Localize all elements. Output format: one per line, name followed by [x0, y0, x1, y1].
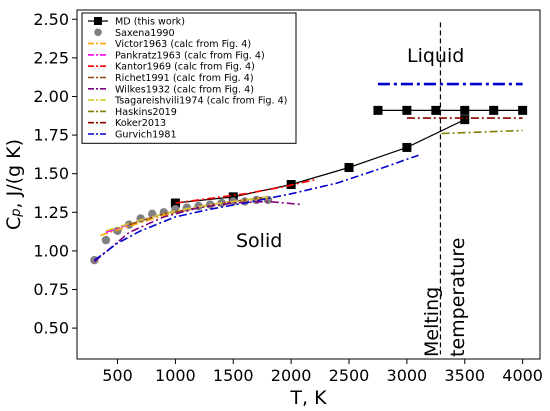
legend-label-victor1963: Victor1963 (calc from Fig. 4): [115, 39, 251, 50]
marker-md-1: [228, 192, 238, 202]
line-haskins2019: [441, 129, 523, 135]
x-tick-label-1000: 1000: [155, 366, 196, 385]
legend-label-koker2013: Koker2013: [115, 118, 166, 129]
x-tick-label-4000: 4000: [502, 366, 543, 385]
legend-label-richet1991: Richet1991 (calc from Fig. 4): [115, 73, 254, 84]
marker-md-3: [344, 163, 354, 173]
x-tick-label-3000: 3000: [387, 366, 428, 385]
legend-box: [81, 12, 297, 144]
y-tick-label-0: 0.50: [33, 319, 69, 338]
marker-unnamed-2: [431, 105, 441, 115]
x-tick-label-2500: 2500: [329, 366, 370, 385]
legend-swatch-saxena1990: [94, 28, 102, 37]
y-tick-label-3: 1.25: [33, 203, 69, 222]
marker-md-4: [402, 142, 412, 152]
annotation-melting: Melting: [421, 287, 443, 357]
annotation-temperature: temperature: [447, 238, 469, 357]
marker-unnamed-3: [460, 105, 470, 115]
line-gurvich1981: [93, 154, 419, 261]
marker-saxena1990-1: [101, 235, 111, 245]
marker-unnamed-5: [518, 105, 528, 115]
y-axis-title-main: C: [3, 217, 25, 230]
y-axis-title-units: , J/(g K): [3, 139, 25, 208]
y-tick-label-7: 2.25: [33, 48, 69, 67]
legend-label-saxena1990: Saxena1990: [115, 28, 175, 39]
y-tick-label-1: 0.75: [33, 280, 69, 299]
marker-md-0: [170, 198, 180, 208]
axis-titles: T, K Cp, J/(g K): [3, 139, 327, 409]
line-tsagareishvili1974: [105, 196, 269, 232]
legend-label-haskins2019: Haskins2019: [115, 107, 177, 118]
y-tick-label-8: 2.50: [33, 10, 69, 29]
legend-label-wilkes1932: Wilkes1932 (calc from Fig. 4): [115, 84, 254, 95]
marker-unnamed-1: [402, 105, 412, 115]
line-kantor1969: [175, 179, 315, 204]
x-tick-label-500: 500: [102, 366, 133, 385]
legend-label-md: MD (this work): [115, 17, 185, 28]
line-wilkes1932: [93, 200, 303, 263]
x-tick-label-2000: 2000: [271, 366, 312, 385]
legend-label-gurvich1981: Gurvich1981: [115, 130, 177, 141]
y-axis-title: Cp, J/(g K): [3, 139, 25, 230]
annotation-liquid: Liquid: [407, 45, 464, 67]
marker-unnamed-0: [373, 105, 383, 115]
plot-area: [90, 22, 528, 355]
marker-md-5: [460, 115, 470, 125]
y-axis-title-subscript: p: [9, 208, 24, 217]
x-axis-title: T, K: [289, 387, 327, 409]
annotations: Liquid Solid Melting temperature: [236, 45, 469, 357]
y-tick-label-5: 1.75: [33, 126, 69, 145]
axes: 500 1000 1500 2000 2500 3000 3500 4000 0.50 0.75 1…: [33, 9, 543, 385]
legend-label-tsagareishvili1974: Tsagareishvili1974 (calc from Fig. 4): [114, 96, 287, 107]
y-tick-label-6: 2.00: [33, 87, 69, 106]
annotation-solid: Solid: [236, 230, 282, 252]
legend-label-kantor1969: Kantor1969 (calc from Fig. 4): [115, 62, 255, 73]
y-tick-label-2: 1.00: [33, 241, 69, 260]
legend-label-pankratz1963: Pankratz1963 (calc from Fig. 4): [115, 50, 265, 61]
plot-frame: [76, 9, 541, 360]
y-tick-label-4: 1.50: [33, 164, 69, 183]
legend-swatch-md: [94, 17, 102, 25]
line-md: [175, 119, 466, 204]
marker-unnamed-4: [489, 105, 499, 115]
x-tick-label-1500: 1500: [213, 366, 254, 385]
x-tick-label-3500: 3500: [444, 366, 485, 385]
